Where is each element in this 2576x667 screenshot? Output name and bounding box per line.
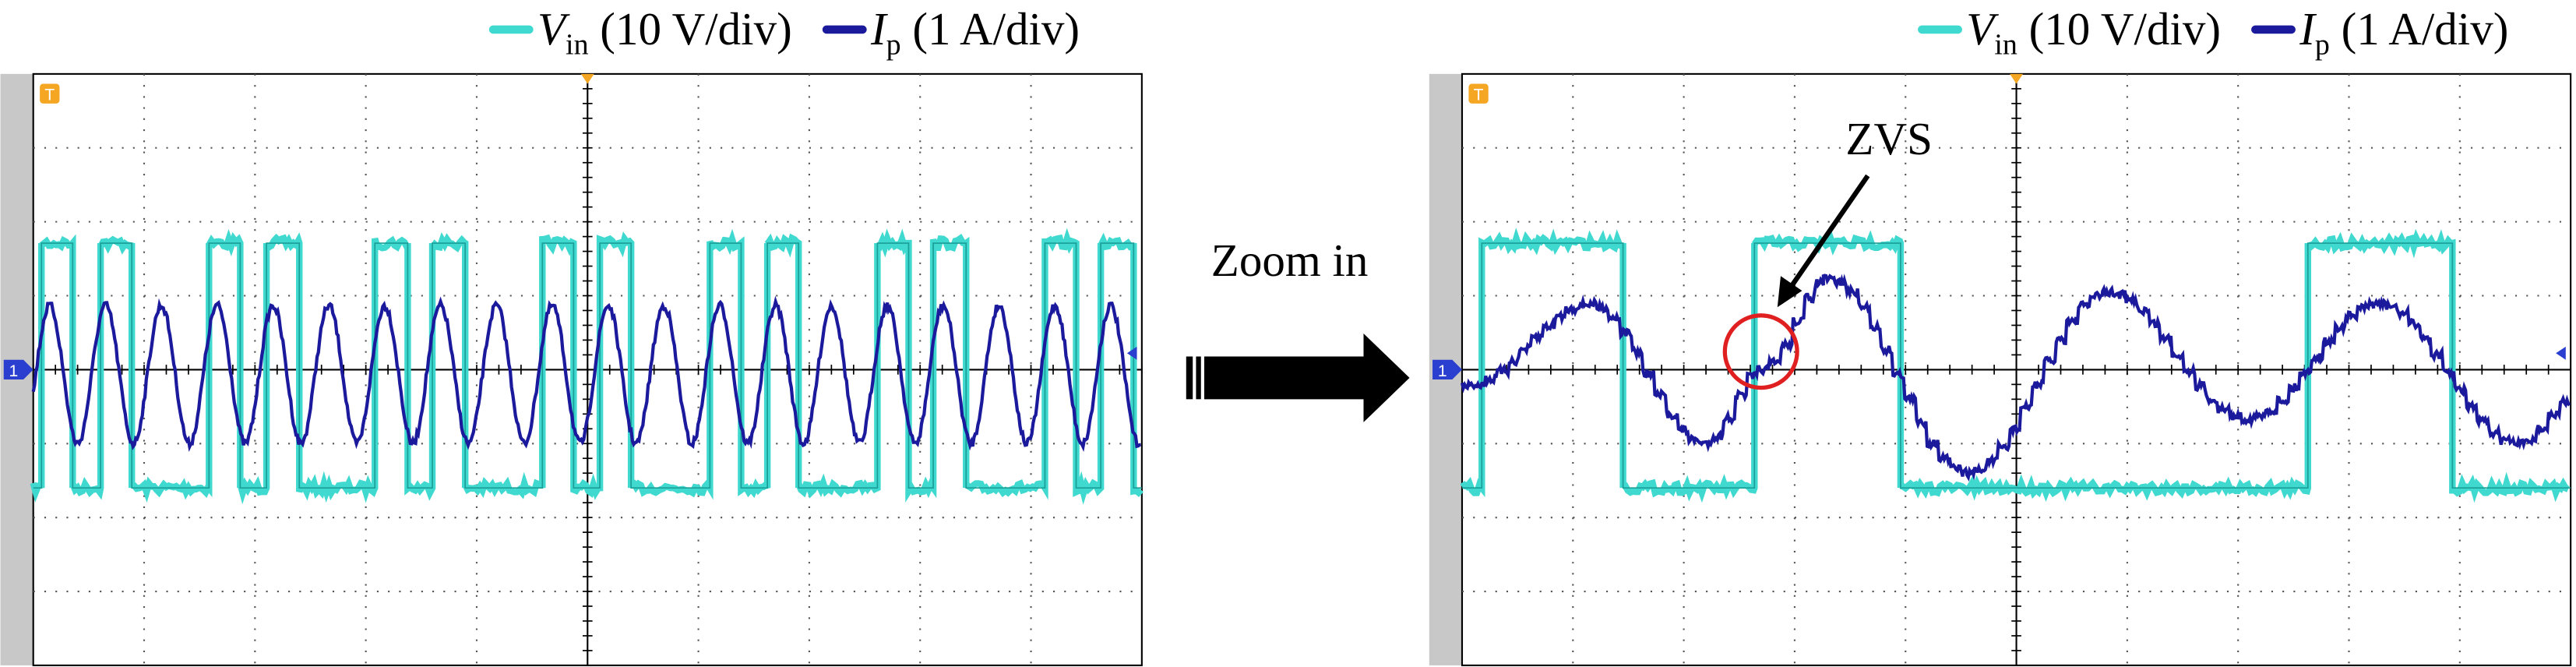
channel-marker: 1 (9, 362, 19, 380)
zvs-arrow (1788, 174, 1870, 289)
legend-symbol: V (537, 3, 570, 55)
legend-scale: (1 A/div) (912, 3, 1080, 55)
legend-scale: (10 V/div) (2029, 3, 2221, 55)
ip-trace (1460, 274, 2571, 482)
legend-label: Vin (10 V/div) (537, 3, 792, 62)
trigger-marker-box (1468, 83, 1489, 104)
trigger-marker-box (40, 83, 60, 104)
zvs-arrow-head (1777, 276, 1802, 308)
trigger-marker: T (1474, 86, 1484, 104)
legend-scale: (10 V/div) (600, 3, 791, 55)
vin-trace (1460, 228, 2570, 503)
offset-marker (1126, 346, 1137, 360)
vin-trace (30, 228, 1144, 505)
legend-symbol: V (1966, 3, 1999, 55)
legend-symbol: I (870, 3, 888, 55)
legend-label: Ip (1 A/div) (870, 3, 1080, 62)
vin-trace-core (1461, 242, 2571, 489)
vin-trace-core (33, 242, 1142, 489)
zoom-arrow (1186, 334, 1410, 422)
trigger-position (2010, 73, 2023, 84)
channel-marker-box (3, 359, 33, 380)
legend-label: Ip (1 A/div) (2299, 3, 2508, 62)
trigger-marker: T (44, 86, 55, 104)
trigger-position (580, 73, 594, 84)
legend-label: Vin (10 V/div) (1966, 3, 2221, 62)
legend-scale: (1 A/div) (2342, 3, 2509, 55)
legend-subscript: in (566, 29, 589, 62)
legend-subscript: p (886, 29, 901, 62)
legend-symbol: I (2299, 3, 2317, 55)
channel-marker: 1 (1438, 362, 1447, 380)
zvs-circle (1722, 313, 1799, 390)
offset-marker (2556, 346, 2566, 360)
legend-subscript: in (1994, 29, 2017, 62)
legend-subscript: p (2315, 29, 2330, 62)
channel-marker-box (1432, 359, 1462, 380)
zvs-label: ZVS (1845, 113, 1933, 164)
zoom-label: Zoom in (1211, 235, 1369, 286)
ip-trace (31, 295, 1141, 453)
